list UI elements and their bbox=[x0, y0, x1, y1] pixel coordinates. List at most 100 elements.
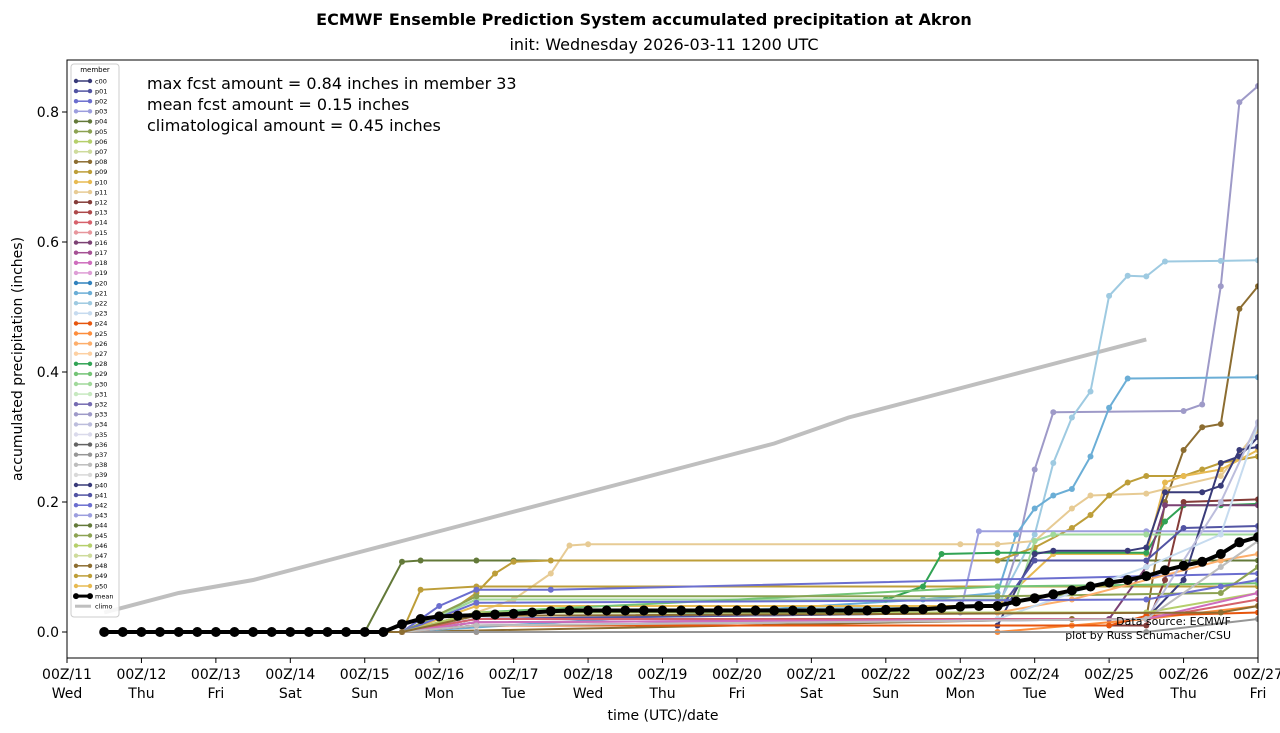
legend-marker bbox=[73, 78, 79, 84]
data-point bbox=[862, 605, 873, 616]
x-axis-label: time (UTC)/date bbox=[607, 708, 718, 724]
legend-marker bbox=[87, 99, 93, 104]
data-point bbox=[1143, 544, 1150, 551]
legend-marker bbox=[73, 432, 79, 437]
x-tick-day-label: Sat bbox=[800, 686, 823, 702]
data-point bbox=[1143, 616, 1150, 622]
data-point bbox=[994, 549, 1001, 556]
data-point bbox=[1031, 531, 1038, 538]
data-point bbox=[1143, 629, 1150, 635]
data-point bbox=[527, 607, 538, 618]
data-point bbox=[1143, 564, 1150, 570]
legend-label: p01 bbox=[95, 87, 107, 95]
data-point bbox=[994, 583, 1001, 590]
series-p48 bbox=[101, 283, 1258, 635]
data-point bbox=[359, 627, 370, 637]
legend-item-p50: p50 bbox=[73, 582, 107, 590]
x-tick-label: 00Z/19 bbox=[638, 667, 688, 683]
legend-item-p44: p44 bbox=[73, 522, 107, 530]
legend-marker bbox=[73, 391, 79, 397]
legend-marker bbox=[87, 573, 93, 579]
legend-marker bbox=[87, 179, 93, 185]
data-point bbox=[1085, 581, 1096, 592]
legend-item-p37: p37 bbox=[73, 451, 107, 459]
data-point bbox=[1180, 473, 1187, 479]
data-point bbox=[473, 586, 480, 593]
data-point bbox=[657, 605, 668, 616]
data-point bbox=[1031, 557, 1038, 564]
legend-marker bbox=[73, 250, 79, 255]
legend-item-c00: c00 bbox=[73, 77, 107, 85]
x-tick-day-label: Tue bbox=[501, 686, 526, 702]
legend-marker bbox=[73, 88, 79, 94]
legend-item-p21: p21 bbox=[73, 289, 107, 297]
data-point bbox=[1255, 551, 1258, 557]
data-point bbox=[545, 606, 556, 617]
data-point bbox=[508, 608, 519, 619]
data-point bbox=[1087, 492, 1094, 499]
data-point bbox=[1031, 466, 1038, 473]
data-point bbox=[938, 551, 945, 557]
data-point bbox=[1199, 466, 1206, 473]
legend-item-p01: p01 bbox=[73, 87, 107, 95]
data-point bbox=[248, 627, 259, 637]
legend-marker bbox=[73, 351, 79, 356]
legend-marker bbox=[73, 119, 79, 124]
series-climo bbox=[103, 337, 1147, 615]
legend-item-p16: p16 bbox=[73, 239, 107, 247]
x-tick-label: 00Z/24 bbox=[1010, 667, 1060, 683]
legend-item-p07: p07 bbox=[73, 148, 107, 156]
data-point bbox=[1162, 577, 1168, 583]
data-point bbox=[1255, 502, 1258, 509]
x-tick-label: 00Z/16 bbox=[414, 667, 464, 683]
legend-marker bbox=[87, 270, 93, 276]
legend-marker bbox=[73, 331, 79, 336]
legend-marker bbox=[73, 149, 79, 154]
data-point bbox=[1087, 512, 1094, 518]
legend-marker bbox=[73, 230, 79, 235]
data-point bbox=[417, 586, 424, 593]
data-point bbox=[566, 542, 573, 549]
x-tick-label: 00Z/12 bbox=[116, 667, 166, 683]
data-point bbox=[471, 610, 482, 621]
x-tick-day-label: Thu bbox=[648, 686, 675, 702]
legend-marker bbox=[73, 129, 79, 134]
legend-marker bbox=[87, 442, 93, 447]
legend-label: climo bbox=[95, 603, 113, 611]
x-tick-day-label: Mon bbox=[424, 686, 454, 702]
data-point bbox=[1143, 273, 1150, 280]
data-point bbox=[1143, 596, 1150, 603]
legend-marker bbox=[87, 301, 93, 306]
data-point bbox=[1029, 593, 1040, 604]
data-point bbox=[1050, 409, 1057, 416]
legend-item-p05: p05 bbox=[73, 128, 107, 136]
annotation-max: max fcst amount = 0.84 inches in member … bbox=[147, 74, 517, 93]
legend-item-p39: p39 bbox=[73, 471, 107, 479]
data-point bbox=[585, 541, 592, 548]
data-point bbox=[1068, 525, 1075, 531]
legend-label: p06 bbox=[95, 138, 107, 146]
legend-item-p24: p24 bbox=[73, 320, 107, 328]
legend-marker bbox=[73, 593, 79, 600]
legend-marker bbox=[73, 553, 79, 558]
data-point bbox=[266, 627, 277, 637]
legend-label: p20 bbox=[95, 279, 107, 287]
legend: member c00 p01 p02 p03 p04 p05 p06 p07 p08 p09 p10… bbox=[70, 63, 120, 618]
legend-label: p46 bbox=[95, 542, 107, 550]
legend-title: member bbox=[80, 66, 110, 74]
x-tick-label: 00Z/20 bbox=[712, 667, 762, 683]
data-point bbox=[285, 627, 296, 637]
data-point bbox=[1255, 570, 1258, 577]
data-point bbox=[994, 593, 1001, 600]
legend-label: p43 bbox=[95, 512, 107, 520]
data-point bbox=[806, 605, 817, 616]
legend-label: p08 bbox=[95, 158, 107, 166]
data-point bbox=[994, 557, 1001, 564]
legend-marker bbox=[87, 523, 93, 528]
data-point bbox=[880, 604, 891, 615]
legend-item-p45: p45 bbox=[73, 532, 107, 540]
legend-marker bbox=[87, 482, 93, 488]
data-point bbox=[620, 605, 631, 616]
legend-marker bbox=[87, 109, 93, 114]
